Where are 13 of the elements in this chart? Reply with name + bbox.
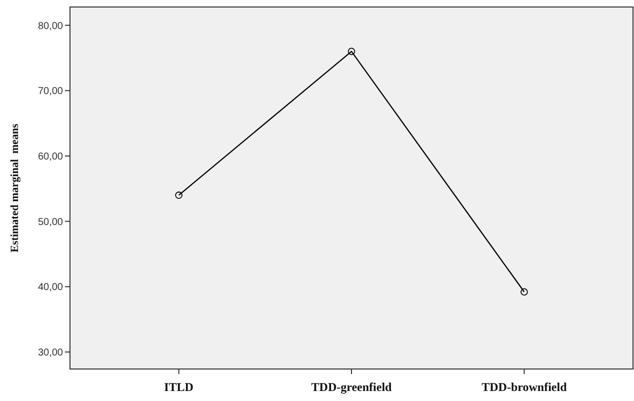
y-tick-label: 80,00 <box>38 20 64 32</box>
y-tick-label: 40,00 <box>38 282 64 294</box>
y-tick-label: 70,00 <box>38 86 64 98</box>
y-tick-label: 60,00 <box>38 151 64 162</box>
y-axis-title: Estimated marginal means <box>9 122 21 252</box>
point <box>520 288 528 296</box>
point <box>175 192 182 199</box>
x-tick-label: TDD-greenfield <box>311 380 392 394</box>
y-tick-label: 50,00 <box>38 216 64 228</box>
x-tick-label: TDD-brownfield <box>482 380 568 394</box>
x-tick-label: ITLD <box>164 380 194 394</box>
y-tick-label: 30,00 <box>38 348 64 359</box>
point <box>348 48 356 56</box>
